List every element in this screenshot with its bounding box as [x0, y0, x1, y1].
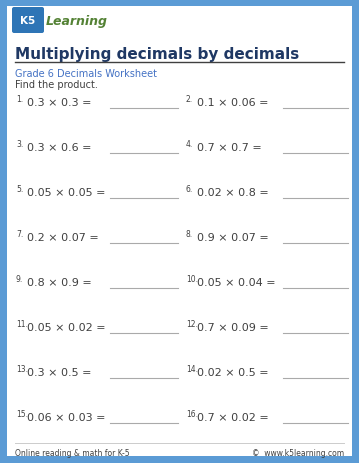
Text: Multiplying decimals by decimals: Multiplying decimals by decimals	[15, 47, 299, 63]
Text: 7.: 7.	[16, 230, 23, 239]
Text: 9.: 9.	[16, 275, 23, 284]
Text: 0.05 × 0.05 =: 0.05 × 0.05 =	[27, 188, 106, 198]
Text: Online reading & math for K-5: Online reading & math for K-5	[15, 449, 130, 457]
Text: 14.: 14.	[186, 365, 198, 374]
Text: Grade 6 Decimals Worksheet: Grade 6 Decimals Worksheet	[15, 69, 157, 79]
Text: 0.9 × 0.07 =: 0.9 × 0.07 =	[197, 232, 269, 243]
Text: 0.8 × 0.9 =: 0.8 × 0.9 =	[27, 277, 92, 288]
Text: 0.3 × 0.3 =: 0.3 × 0.3 =	[27, 98, 92, 108]
Text: 4.: 4.	[186, 140, 193, 149]
Text: 13.: 13.	[16, 365, 28, 374]
Text: 11.: 11.	[16, 320, 28, 329]
Text: 0.05 × 0.04 =: 0.05 × 0.04 =	[197, 277, 276, 288]
Text: 0.02 × 0.5 =: 0.02 × 0.5 =	[197, 367, 269, 377]
Text: 0.7 × 0.09 =: 0.7 × 0.09 =	[197, 322, 269, 332]
Text: 0.3 × 0.5 =: 0.3 × 0.5 =	[27, 367, 92, 377]
Text: 12.: 12.	[186, 320, 198, 329]
Text: 0.02 × 0.8 =: 0.02 × 0.8 =	[197, 188, 269, 198]
Text: 0.2 × 0.07 =: 0.2 × 0.07 =	[27, 232, 99, 243]
FancyBboxPatch shape	[12, 8, 44, 34]
Text: 3.: 3.	[16, 140, 23, 149]
Text: ©  www.k5learning.com: © www.k5learning.com	[252, 449, 344, 457]
Text: 6.: 6.	[186, 185, 193, 194]
Text: 16.: 16.	[186, 410, 198, 419]
Text: 0.3 × 0.6 =: 0.3 × 0.6 =	[27, 143, 92, 153]
Text: 0.7 × 0.02 =: 0.7 × 0.02 =	[197, 412, 269, 422]
Text: 0.06 × 0.03 =: 0.06 × 0.03 =	[27, 412, 106, 422]
Text: 8.: 8.	[186, 230, 193, 239]
Text: 10.: 10.	[186, 275, 198, 284]
Text: 0.7 × 0.7 =: 0.7 × 0.7 =	[197, 143, 262, 153]
Text: K5: K5	[20, 16, 36, 26]
Text: 1.: 1.	[16, 95, 23, 104]
Text: 15.: 15.	[16, 410, 28, 419]
Text: 0.05 × 0.02 =: 0.05 × 0.02 =	[27, 322, 106, 332]
Text: 5.: 5.	[16, 185, 23, 194]
Text: 0.1 × 0.06 =: 0.1 × 0.06 =	[197, 98, 269, 108]
Text: 2.: 2.	[186, 95, 193, 104]
Text: Find the product.: Find the product.	[15, 80, 98, 90]
Text: Learning: Learning	[46, 14, 108, 27]
FancyBboxPatch shape	[7, 7, 352, 456]
